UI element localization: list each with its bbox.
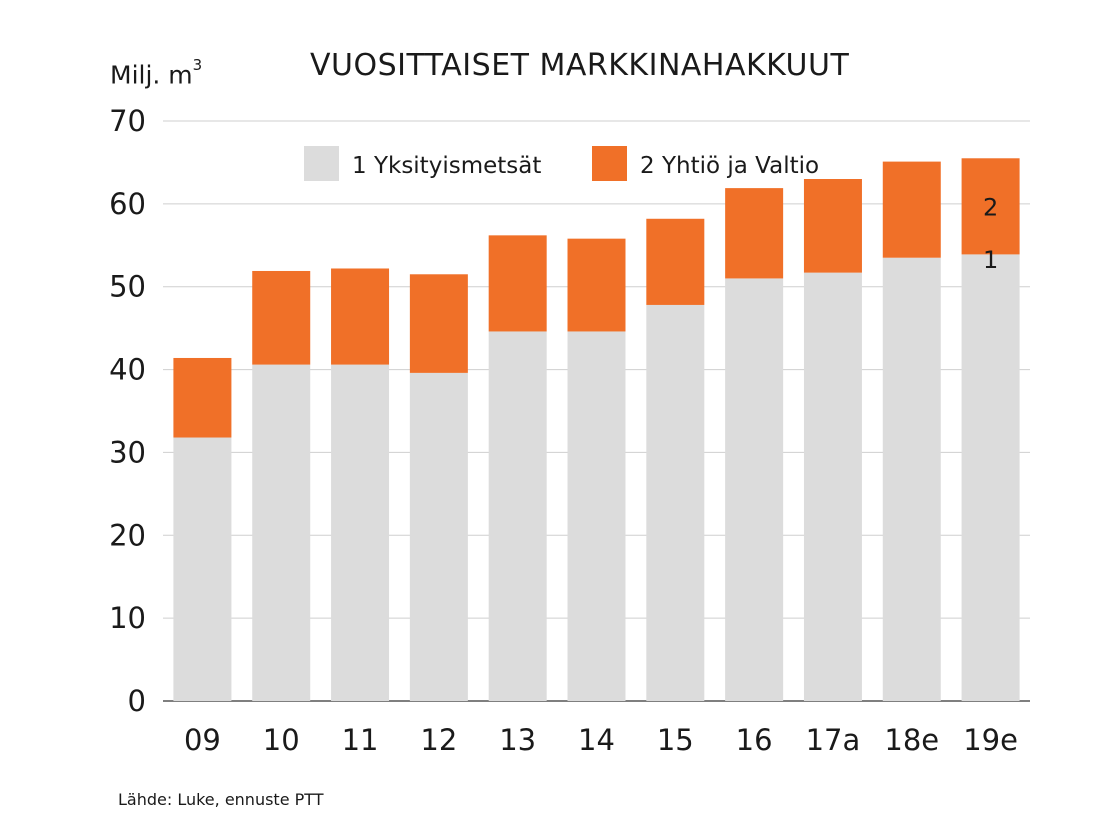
bar-yhtio-ja-valtio: [173, 357, 232, 438]
bar-yhtio-ja-valtio: [646, 218, 705, 305]
bar-yksityismetsat: [173, 437, 232, 701]
bar-yksityismetsat: [646, 304, 705, 701]
bar-yksityismetsat: [331, 364, 390, 701]
bar-yhtio-ja-valtio: [961, 158, 1020, 255]
source-note: Lähde: Luke, ennuste PTT: [118, 790, 324, 809]
y-tick-label: 50: [109, 270, 146, 304]
x-tick-labels: 09 10 11 12 13 14 15 16 17a 18e 19e: [184, 723, 1018, 757]
bar-yhtio-ja-valtio: [409, 274, 468, 373]
y-tick-label: 20: [109, 518, 146, 552]
x-tick-label: 13: [499, 723, 536, 757]
y-tick-label: 0: [128, 684, 146, 718]
y-axis-unit: Milj. m3: [110, 56, 203, 90]
bar-yhtio-ja-valtio: [725, 188, 784, 279]
x-tick-label: 18e: [884, 723, 939, 757]
x-tick-label: 10: [263, 723, 300, 757]
bar-yhtio-ja-valtio: [488, 235, 547, 332]
legend: 1 Yksityismetsät 2 Yhtiö ja Valtio: [304, 146, 819, 181]
bar-yksityismetsat: [488, 331, 547, 701]
x-tick-label: 19e: [963, 723, 1018, 757]
bar-yksityismetsat: [567, 331, 626, 701]
x-tick-label: 09: [184, 723, 221, 757]
bar-yksityismetsat: [961, 254, 1020, 701]
legend-swatch: [304, 146, 339, 181]
bar-yhtio-ja-valtio: [803, 179, 862, 273]
legend-swatch: [592, 146, 627, 181]
x-tick-label: 14: [578, 723, 615, 757]
y-tick-label: 60: [109, 187, 146, 221]
x-tick-label: 11: [342, 723, 379, 757]
chart-title: VUOSITTAISET MARKKINAHAKKUUT: [310, 48, 850, 83]
x-tick-label: 17a: [806, 723, 861, 757]
bar-yksityismetsat: [725, 278, 784, 701]
bar-yhtio-ja-valtio: [567, 238, 626, 332]
bar-yksityismetsat: [882, 257, 941, 701]
bar-yksityismetsat: [803, 272, 862, 701]
y-tick-label: 30: [109, 435, 146, 469]
bar-yhtio-ja-valtio: [331, 268, 390, 365]
bar-yhtio-ja-valtio: [882, 161, 941, 258]
x-tick-label: 12: [420, 723, 457, 757]
annotations: 12: [983, 193, 998, 274]
legend-label: 1 Yksityismetsät: [352, 153, 541, 179]
legend-label: 2 Yhtiö ja Valtio: [640, 153, 819, 179]
bar-yksityismetsat: [409, 372, 468, 701]
y-tick-label: 70: [109, 104, 146, 138]
bars: [173, 158, 1020, 701]
y-tick-label: 10: [109, 601, 146, 635]
annotation-label: 2: [983, 193, 998, 221]
bar-yhtio-ja-valtio: [252, 270, 311, 365]
y-tick-label: 40: [109, 353, 146, 387]
x-tick-label: 16: [736, 723, 773, 757]
annotation-label: 1: [983, 246, 998, 274]
bar-yksityismetsat: [252, 364, 311, 701]
y-tick-labels: 0 10 20 30 40 50 60 70: [109, 104, 146, 718]
x-tick-label: 15: [657, 723, 694, 757]
